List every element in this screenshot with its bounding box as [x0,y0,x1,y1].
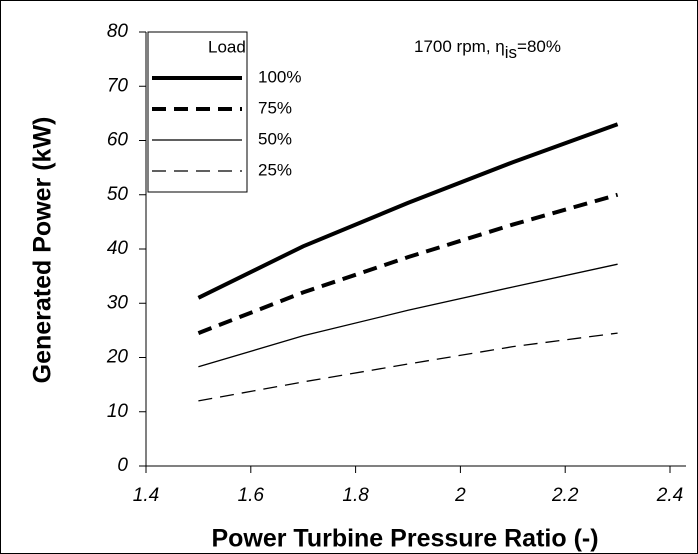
y-tick-label: 0 [117,455,128,476]
y-tick-label: 70 [107,75,129,96]
x-tick-label: 2 [454,485,466,506]
y-tick-label: 80 [107,21,129,42]
x-tick-label: 1.4 [133,485,159,506]
annotation: 1700 rpm, ηis=80% [414,37,561,62]
annotation-text: 1700 rpm, η [414,37,505,56]
x-tick-label: 2.2 [551,485,579,506]
series-line [198,332,618,402]
x-tick-label: 2.4 [656,485,683,506]
legend-box [147,31,248,193]
legend-title: Load [208,37,246,56]
annotation-text: =80% [517,37,561,56]
annotation-sub: is [505,43,517,62]
legend-label: 75% [258,98,292,117]
y-tick-label: 10 [107,401,129,422]
series-line [198,263,618,368]
x-axis-label: Power Turbine Pressure Ratio (-) [211,525,598,553]
x-tick-label: 1.6 [238,485,265,506]
series-line [197,192,619,335]
legend-label: 100% [258,67,301,86]
y-tick-label: 20 [106,347,129,368]
y-tick-label: 30 [107,292,129,313]
y-tick-label: 50 [107,184,129,205]
legend-label: 25% [258,160,292,179]
x-tick-label: 1.8 [342,485,369,506]
series-line [197,122,619,300]
legend-label: 50% [258,129,292,148]
y-axis-label: Generated Power (kW) [29,117,57,384]
y-tick-label: 40 [107,238,129,259]
y-tick-label: 60 [107,130,129,151]
